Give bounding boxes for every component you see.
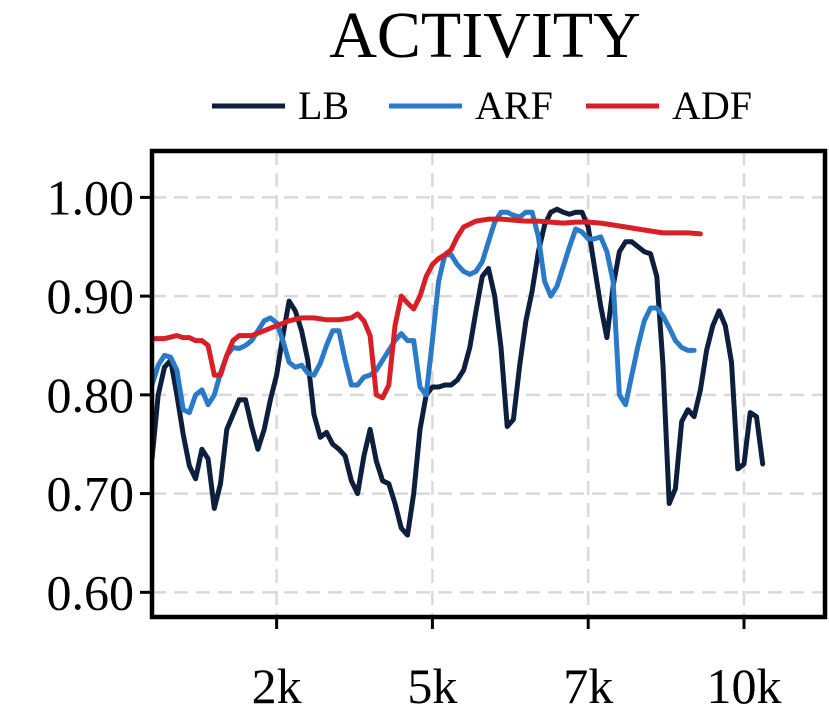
- x-tick-label: 7k: [563, 658, 613, 714]
- series-line-lb: [152, 206, 766, 538]
- x-tick-label: 5k: [407, 658, 457, 714]
- y-tick-label: 0.70: [47, 466, 135, 522]
- x-tick-label: 2k: [252, 658, 302, 714]
- y-tick-label: 0.60: [47, 564, 135, 620]
- chart-title: ACTIVITY: [329, 0, 641, 72]
- x-tick-label: 10k: [706, 658, 781, 714]
- legend-label-adf: ADF: [672, 83, 752, 128]
- legend-label-lb: LB: [298, 83, 349, 128]
- series-line-adf: [152, 216, 703, 401]
- legend-label-arf: ARF: [475, 83, 553, 128]
- axis-ticks: 1.00 0.90 0.80 0.70 0.60 2k 5k 7k 10k: [47, 169, 782, 714]
- y-tick-label: 0.80: [47, 367, 135, 423]
- series-lines: [152, 206, 766, 538]
- y-tick-label: 0.90: [47, 268, 135, 324]
- legend: LB ARF ADF: [212, 83, 752, 128]
- series-line-arf: [152, 209, 697, 416]
- y-tick-label: 1.00: [47, 169, 135, 225]
- plot-frame: [149, 148, 828, 620]
